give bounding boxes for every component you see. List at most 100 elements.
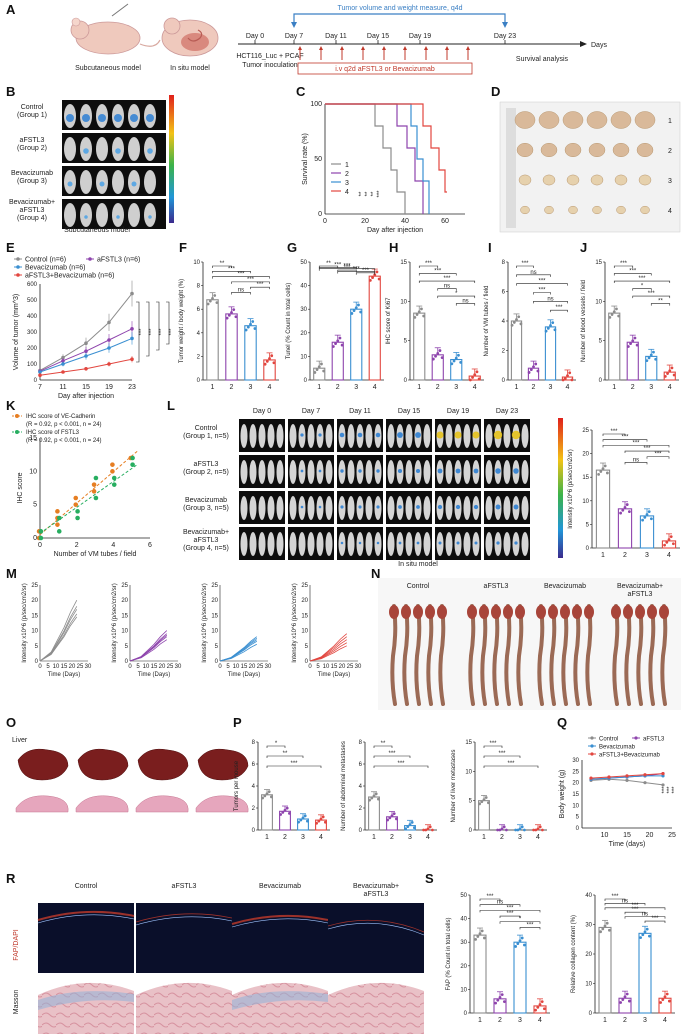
y-tick-label: 15 <box>582 475 589 481</box>
y-tick-label: 20 <box>582 452 589 458</box>
data-point <box>390 814 394 818</box>
panel-label-B: B <box>6 84 15 99</box>
x-tick-label: 4 <box>268 384 272 391</box>
data-point <box>623 506 627 509</box>
data-point <box>570 378 574 382</box>
data-point <box>561 378 565 382</box>
b-group-label: Bevacizumab <box>11 170 53 177</box>
scatter-point <box>91 482 97 487</box>
chart-k-correlation: 0 2 4 6 0 5 10 15 Number of VM tubes / field IHC … <box>12 414 152 558</box>
y-tick-label: 40 <box>585 893 592 899</box>
data-point <box>454 356 458 360</box>
data-point <box>215 301 219 304</box>
sig-label: ** <box>359 191 365 196</box>
y-tick-label: 300 <box>27 330 38 336</box>
mouse-silhouette <box>289 424 297 448</box>
data-point <box>206 302 210 306</box>
series-point <box>61 370 65 374</box>
series-point <box>130 357 134 362</box>
x-tick-label: 1 <box>417 384 421 391</box>
survival-curve-1 <box>325 103 406 214</box>
data-point <box>534 1008 537 1012</box>
bar-1 <box>368 796 380 831</box>
mouse-silhouette <box>276 496 284 520</box>
legend-label: (R = 0.92, p < 0.001, n = 24) <box>26 438 102 444</box>
y-tick-label: 15 <box>595 260 602 266</box>
data-point <box>372 794 376 798</box>
signal-spot <box>340 541 344 545</box>
data-point <box>253 327 257 330</box>
liver-he-section <box>75 795 129 813</box>
data-point <box>665 540 669 544</box>
day-label: Day 0 <box>246 33 264 40</box>
x-tick-label: 0 <box>38 664 42 670</box>
data-point <box>538 1003 542 1006</box>
mouse-silhouette <box>64 203 76 227</box>
cecum-tumor <box>536 605 546 619</box>
y-tick-label: 20 <box>301 598 308 604</box>
sig-label: *** <box>388 751 396 757</box>
data-point <box>568 371 572 375</box>
sig-bracket <box>479 898 501 901</box>
growth-curve <box>129 630 168 662</box>
data-point <box>523 943 526 947</box>
data-point <box>510 323 514 327</box>
x-tick-label: 4 <box>111 542 115 549</box>
x-tick-label: 4 <box>536 834 540 841</box>
liver-he-section <box>15 795 69 813</box>
mouse-silhouette <box>240 460 248 484</box>
x-tick-label: 40 <box>401 218 409 225</box>
data-point <box>619 1001 622 1004</box>
data-point <box>626 345 630 348</box>
mouse-silhouette <box>387 424 395 448</box>
data-point <box>317 819 321 823</box>
data-point <box>261 796 264 800</box>
x-tick-label: 1 <box>265 834 269 841</box>
mouse-silhouette <box>463 496 471 520</box>
day-label: Day 23 <box>494 33 516 40</box>
legend-marker <box>15 414 19 418</box>
mouse-silhouette <box>405 532 413 556</box>
sig-bracket <box>632 288 652 291</box>
fap-signal <box>231 914 329 925</box>
x-tick-label: 1 <box>601 552 605 559</box>
x-tick-label: 30 <box>265 664 272 670</box>
scatter-point <box>111 475 117 481</box>
data-point <box>647 356 651 360</box>
data-point <box>438 349 442 352</box>
x-tick-label: 3 <box>549 384 553 391</box>
data-point <box>515 318 518 321</box>
data-point <box>473 373 477 377</box>
y-tick-label: 20 <box>31 598 38 604</box>
bar-2 <box>331 341 344 381</box>
sig-label: *** <box>334 262 342 268</box>
tumor-specimen <box>590 174 604 186</box>
tumor-specimen <box>616 205 626 215</box>
sig-label: *** <box>256 282 264 288</box>
data-point <box>315 821 318 825</box>
sig-bracket <box>212 270 251 274</box>
y-tick-label: 20 <box>121 598 128 604</box>
bar-1 <box>261 794 273 831</box>
x-tick-label: 0 <box>128 664 132 670</box>
scatter-point <box>91 489 97 494</box>
sig-bracket <box>212 276 270 279</box>
sig-label: ** <box>220 261 225 267</box>
signal-spot <box>513 468 519 474</box>
x-tick-label: 15 <box>61 664 68 670</box>
signal-spot <box>300 505 304 509</box>
x-tick-label: 15 <box>331 664 338 670</box>
legend-label: Bevacizumab (n=6) <box>25 265 86 272</box>
data-point <box>477 377 481 381</box>
sig-label: *** <box>290 761 298 767</box>
fap-signal <box>37 910 135 921</box>
mouse-silhouette <box>289 532 297 556</box>
x-tick-label: 19 <box>105 384 113 391</box>
data-point <box>603 464 607 468</box>
y-tick-label: 30 <box>572 758 579 764</box>
bar-1 <box>608 312 621 381</box>
